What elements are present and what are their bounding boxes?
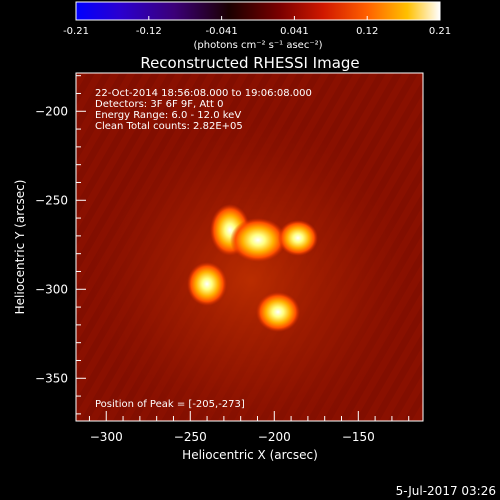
info-line: Energy Range: 6.0 - 12.0 keV	[95, 110, 241, 121]
info-line: 22-Oct-2014 18:56:08.000 to 19:06:08.000	[95, 88, 312, 99]
info-block: 22-Oct-2014 18:56:08.000 to 19:06:08.000…	[95, 88, 312, 132]
x-tick-label: −200	[258, 430, 291, 444]
x-tick-label: −250	[174, 430, 207, 444]
y-tick-label: −200	[35, 104, 68, 118]
plot-frame	[75, 72, 424, 422]
footer-date: 5-Jul-2017 03:26	[396, 484, 496, 498]
colorbar-tick-label: -0.21	[63, 26, 89, 37]
y-tick-label: −250	[35, 193, 68, 207]
info-line: Detectors: 3F 6F 9F, Att 0	[95, 99, 223, 110]
flare-source	[278, 220, 318, 256]
colorbar: -0.21 -0.12 -0.041 0.041 0.12 0.21 (photons c…	[63, 1, 451, 51]
flare-source	[187, 262, 227, 306]
flare-source-peak	[230, 218, 286, 262]
colorbar-gradient	[75, 1, 441, 21]
y-axis-label: Heliocentric Y (arcsec)	[13, 180, 27, 315]
peak-position-label: Position of Peak = [-205,-273]	[95, 399, 245, 410]
colorbar-tick-label: -0.041	[205, 26, 237, 37]
y-tick-label: −350	[35, 371, 68, 385]
x-tick-label: −300	[90, 430, 123, 444]
colorbar-tick-label: 0.12	[356, 26, 378, 37]
colorbar-tick-label: -0.12	[136, 26, 162, 37]
x-tick-label: −150	[342, 430, 375, 444]
y-tick-label: −300	[35, 282, 68, 296]
x-axis-label: Heliocentric X (arcsec)	[182, 448, 318, 462]
flare-source	[256, 292, 300, 332]
info-line: Clean Total counts: 2.82E+05	[95, 121, 243, 132]
solar-image	[76, 73, 423, 421]
image-title: Reconstructed RHESSI Image	[140, 54, 359, 72]
colorbar-tick-label: 0.041	[280, 26, 309, 37]
colorbar-units-label: (photons cm⁻² s⁻¹ asec⁻²)	[193, 40, 322, 51]
colorbar-tick-label: 0.21	[429, 26, 451, 37]
